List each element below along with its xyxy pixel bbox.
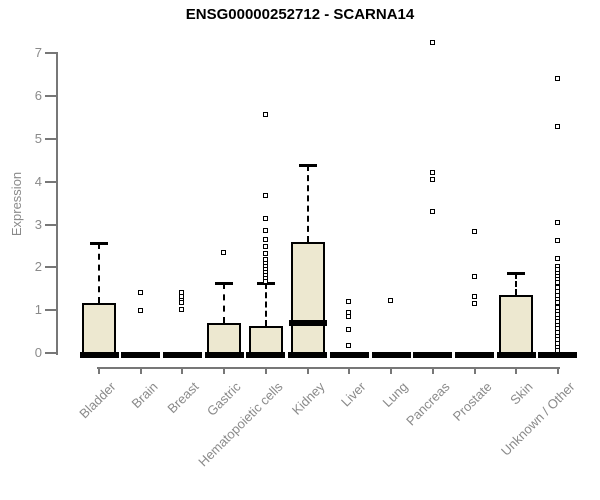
- y-tick-label: 6: [34, 88, 42, 104]
- whisker-line: [98, 242, 100, 303]
- y-axis-tick: [45, 352, 56, 354]
- outlier-point: [346, 314, 352, 320]
- x-axis-tick: [515, 367, 518, 374]
- y-axis-tick: [45, 266, 56, 269]
- x-axis-tick: [473, 367, 476, 374]
- y-tick-label: 3: [34, 216, 42, 232]
- y-axis-tick: [45, 137, 56, 140]
- outlier-point: [554, 280, 560, 286]
- outlier-point: [179, 300, 185, 306]
- y-axis-title: Expression: [9, 171, 24, 237]
- zero-bar: [329, 352, 369, 358]
- y-axis-tick: [45, 95, 56, 98]
- x-axis-tick: [306, 367, 309, 374]
- y-axis-tick: [45, 180, 56, 183]
- outlier-point: [429, 208, 435, 214]
- median-bar: [288, 320, 327, 327]
- outlier-point: [554, 300, 560, 306]
- outlier-point: [554, 237, 560, 243]
- outlier-point: [429, 177, 435, 182]
- x-axis-tick: [431, 367, 434, 374]
- outlier-point: [221, 249, 227, 255]
- outlier-point: [346, 343, 352, 349]
- outlier-point: [471, 228, 477, 234]
- box-kidney: [290, 242, 325, 356]
- box-skin: [499, 295, 534, 356]
- outlier-point: [179, 307, 185, 313]
- zero-bar: [162, 352, 202, 358]
- x-axis-tick: [181, 367, 184, 374]
- outlier-point: [137, 290, 143, 296]
- zero-bar: [413, 352, 453, 358]
- y-tick-label: 2: [34, 259, 42, 275]
- x-axis-tick: [223, 367, 226, 374]
- outlier-point: [471, 293, 477, 299]
- whisker-line: [223, 282, 226, 324]
- y-tick-label: 4: [34, 173, 42, 189]
- zero-bar: [371, 352, 411, 358]
- outlier-point: [262, 192, 268, 198]
- outlier-point: [429, 39, 435, 45]
- outlier-point: [262, 112, 268, 118]
- outlier-point: [262, 227, 268, 233]
- y-tick-label: 7: [34, 45, 42, 61]
- y-tick-label: 5: [34, 130, 42, 146]
- y-axis-line: [56, 52, 58, 355]
- box-bladder: [82, 302, 116, 356]
- outlier-point: [262, 236, 268, 242]
- whisker-line: [306, 165, 309, 243]
- y-tick-label: 1: [34, 302, 42, 318]
- y-axis-tick: [45, 309, 56, 312]
- outlier-point: [262, 216, 268, 222]
- x-axis-tick: [98, 367, 100, 374]
- outlier-point: [346, 298, 352, 304]
- x-axis-tick: [556, 367, 559, 374]
- zero-bar: [246, 352, 286, 358]
- zero-bar: [455, 352, 495, 358]
- x-axis-tick: [139, 367, 142, 374]
- y-tick-label: 0: [34, 345, 42, 360]
- y-axis-tick: [45, 52, 56, 55]
- whisker-line: [515, 273, 518, 296]
- zero-bar: [538, 352, 578, 358]
- whisker-cap: [215, 281, 234, 285]
- whisker-cap: [507, 272, 526, 276]
- outlier-point: [346, 326, 352, 332]
- zero-bar: [496, 352, 536, 358]
- outlier-point: [137, 307, 143, 313]
- outlier-point: [471, 301, 477, 307]
- outlier-point: [262, 278, 268, 284]
- outlier-point: [388, 298, 394, 304]
- outlier-point: [262, 251, 268, 257]
- outlier-point: [554, 123, 560, 129]
- zero-bar: [121, 352, 161, 358]
- outlier-point: [429, 169, 435, 175]
- outlier-point: [471, 273, 477, 279]
- outlier-point: [554, 256, 560, 262]
- outlier-point: [554, 75, 560, 81]
- whisker-cap: [90, 241, 108, 245]
- outlier-point: [554, 220, 560, 226]
- outlier-point: [346, 309, 352, 315]
- x-axis-line: [97, 367, 560, 369]
- y-axis-tick: [45, 223, 56, 226]
- whisker-line: [264, 283, 267, 327]
- zero-bar: [79, 352, 119, 358]
- outlier-point: [554, 347, 560, 353]
- chart-title: ENSG00000252712 - SCARNA14: [185, 6, 415, 23]
- x-axis-tick: [390, 367, 393, 374]
- zero-bar: [204, 352, 244, 358]
- x-axis-tick: [348, 367, 351, 374]
- zero-bar: [288, 352, 328, 358]
- outlier-point: [262, 244, 268, 250]
- whisker-cap: [298, 164, 317, 168]
- x-axis-tick: [264, 367, 267, 374]
